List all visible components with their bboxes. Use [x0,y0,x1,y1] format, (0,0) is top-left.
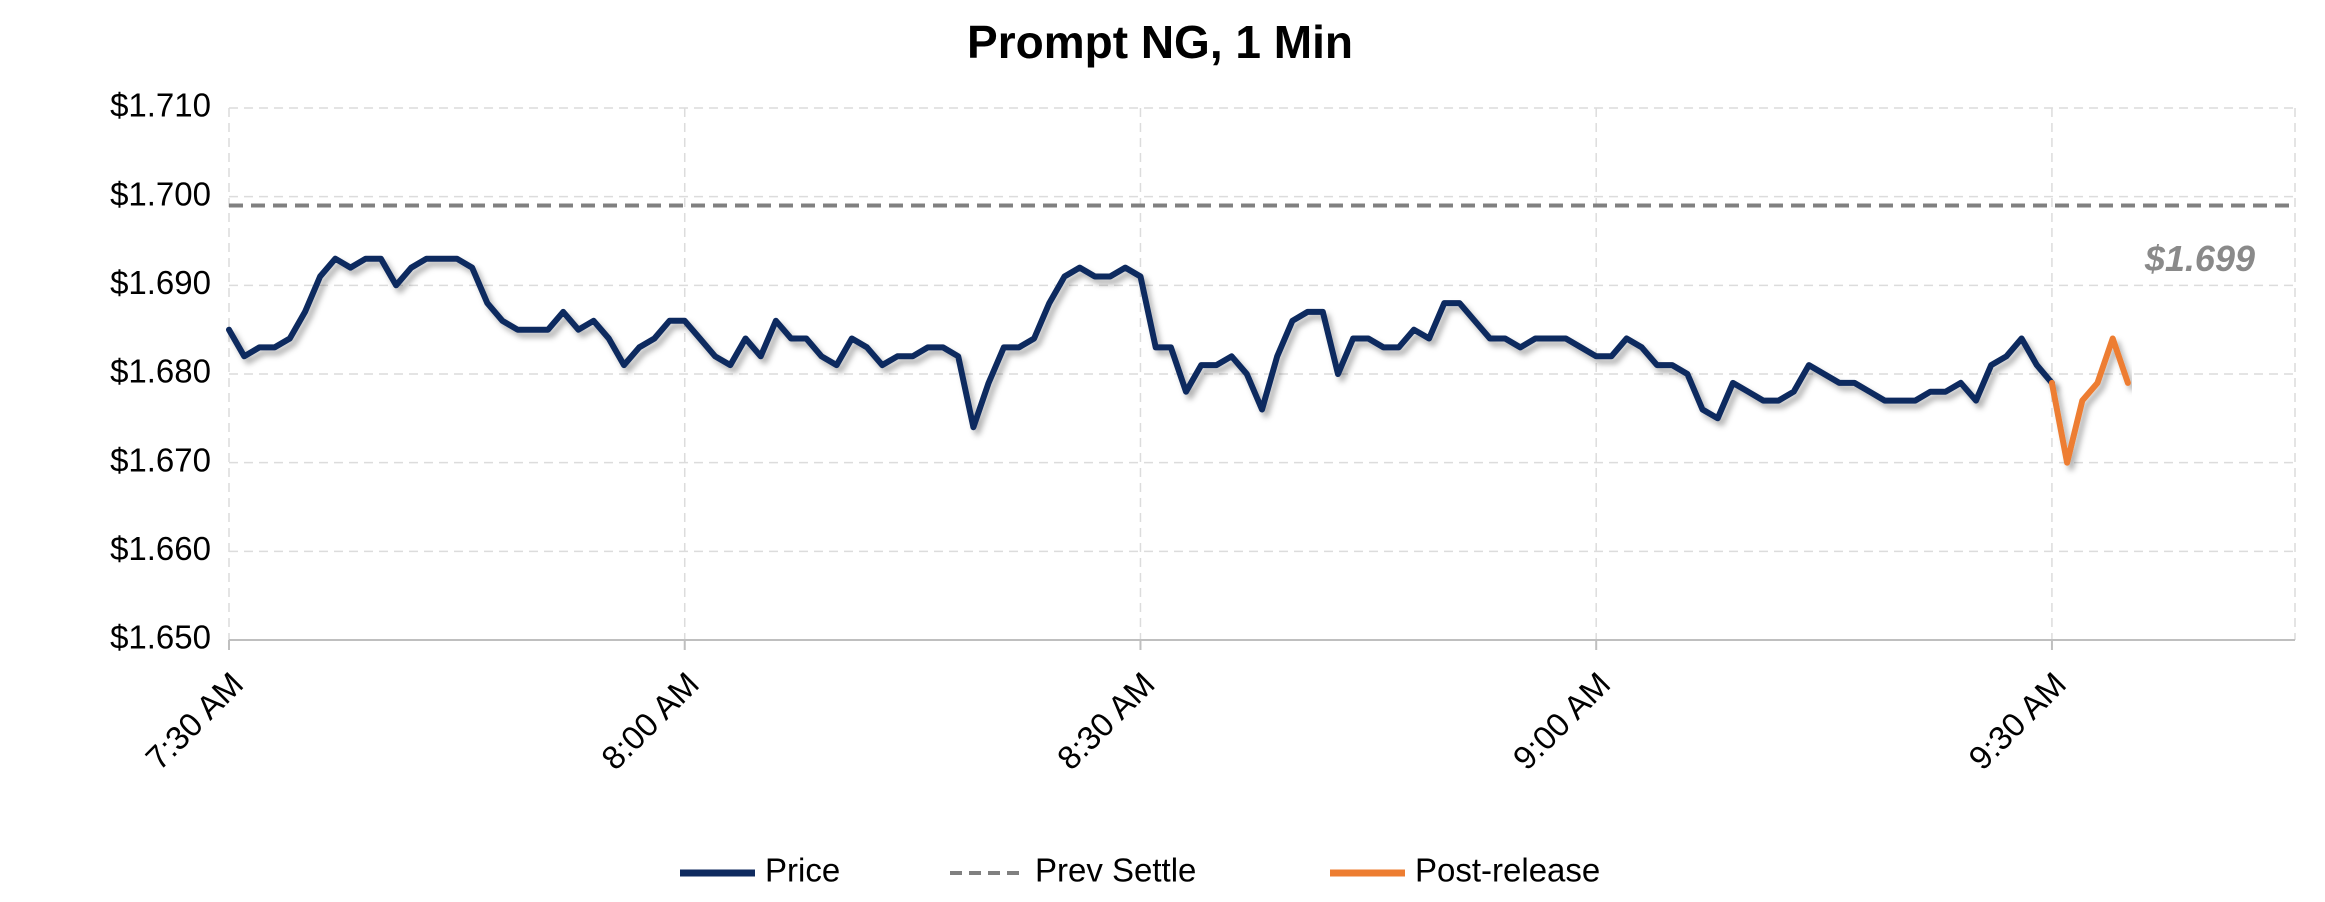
y-tick-label: $1.680 [110,353,211,390]
x-tick-label: 9:30 AM [1961,665,2073,777]
x-tick-label: 8:30 AM [1050,665,1162,777]
value-label: $1.699 [2144,238,2255,279]
y-tick-label: $1.700 [110,175,211,212]
y-tick-label: $1.650 [110,619,211,656]
y-tick-label: $1.690 [110,264,211,301]
series-line [2048,335,2131,466]
chart-title: Prompt NG, 1 Min [967,16,1353,68]
legend-label: Prev Settle [1035,852,1196,889]
y-tick-label: $1.710 [110,87,211,124]
x-tick-label: 7:30 AM [138,665,250,777]
legend-label: Price [765,852,840,889]
y-tick-label: $1.660 [110,530,211,567]
series-line [226,255,2055,431]
x-tick-label: 9:00 AM [1506,665,1618,777]
legend-label: Post-release [1415,852,1600,889]
legend-item: Prev Settle [950,852,1196,889]
legend-item: Post-release [1330,852,1600,889]
x-tick-label: 8:00 AM [594,665,706,777]
y-tick-label: $1.670 [110,441,211,478]
legend-item: Price [680,852,840,889]
